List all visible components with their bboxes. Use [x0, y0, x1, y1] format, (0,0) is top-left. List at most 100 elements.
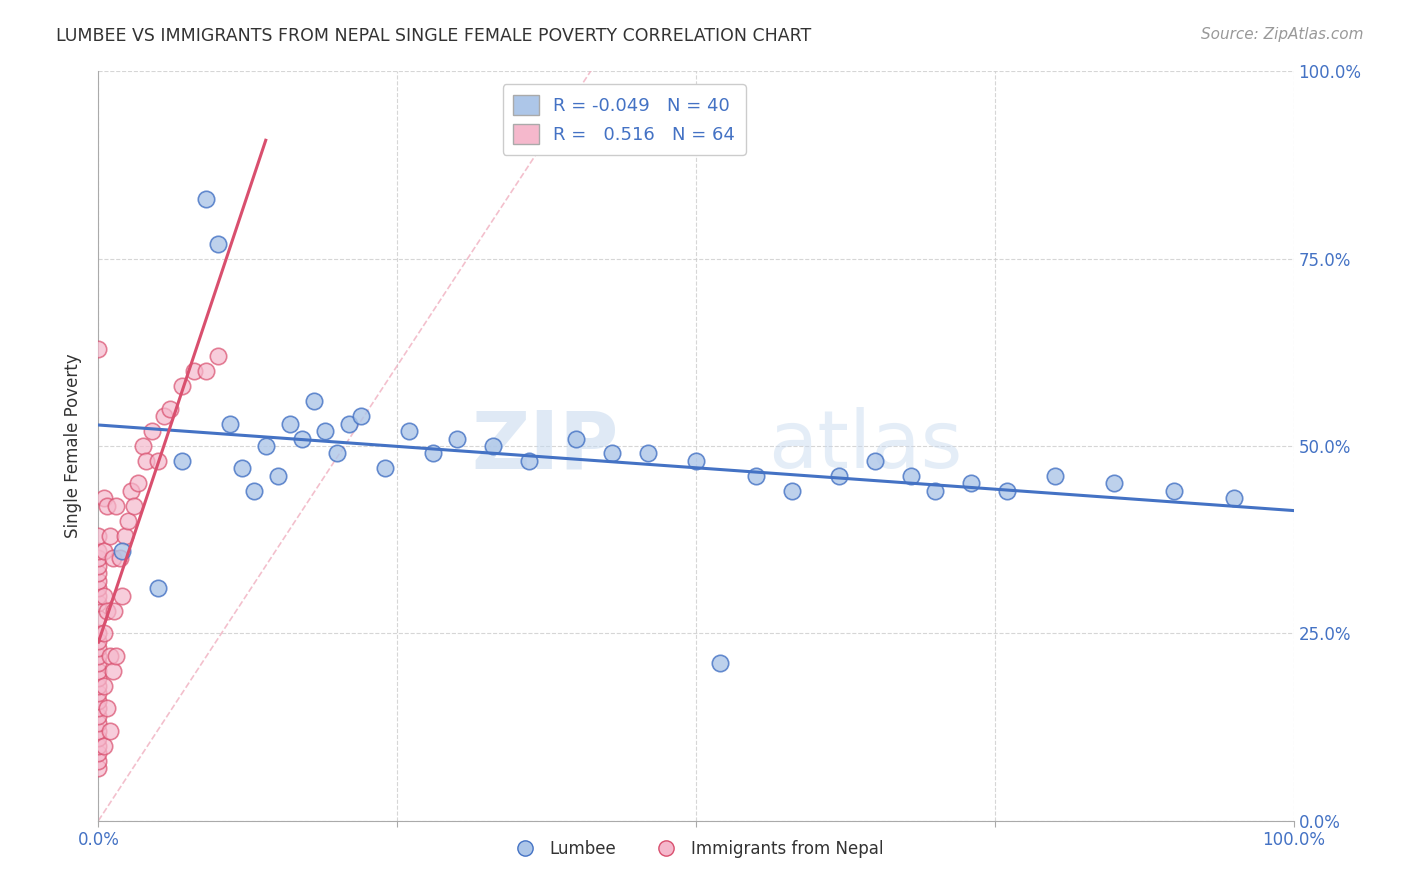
Point: [111, 544, 134, 558]
Point: [87, 716, 110, 731]
Point: [87, 596, 110, 610]
Point: [87, 679, 110, 693]
Point: [159, 401, 181, 416]
Point: [87, 544, 110, 558]
Point: [745, 469, 768, 483]
Point: [135, 454, 157, 468]
Point: [148, 454, 170, 468]
Point: [96, 604, 118, 618]
Point: [87, 701, 110, 715]
Point: [111, 589, 134, 603]
Point: [172, 379, 194, 393]
Point: [637, 446, 659, 460]
Point: [374, 461, 396, 475]
Point: [183, 364, 205, 378]
Point: [96, 701, 118, 715]
Point: [87, 671, 110, 685]
Point: [87, 708, 110, 723]
Point: [101, 664, 124, 678]
Point: [98, 648, 122, 663]
Point: [87, 686, 110, 700]
Point: [315, 424, 337, 438]
Text: ZIP: ZIP: [471, 407, 619, 485]
Text: atlas: atlas: [768, 407, 962, 485]
Point: [195, 364, 218, 378]
Point: [131, 439, 153, 453]
Point: [96, 499, 118, 513]
Point: [207, 349, 229, 363]
Point: [87, 574, 110, 588]
Point: [87, 641, 110, 656]
Point: [93, 739, 115, 753]
Point: [219, 417, 242, 431]
Point: [87, 529, 110, 543]
Point: [87, 664, 110, 678]
Point: [481, 439, 505, 453]
Point: [172, 454, 194, 468]
Point: [446, 432, 468, 446]
Text: LUMBEE VS IMMIGRANTS FROM NEPAL SINGLE FEMALE POVERTY CORRELATION CHART: LUMBEE VS IMMIGRANTS FROM NEPAL SINGLE F…: [56, 27, 811, 45]
Point: [207, 236, 229, 251]
Point: [602, 446, 624, 460]
Point: [900, 469, 922, 483]
Point: [117, 514, 139, 528]
Point: [924, 483, 946, 498]
Point: [960, 476, 983, 491]
Point: [127, 476, 149, 491]
Point: [1223, 491, 1246, 506]
Point: [87, 342, 110, 356]
Point: [339, 417, 361, 431]
Point: [291, 432, 314, 446]
Point: [350, 409, 373, 423]
Point: [87, 611, 110, 625]
Point: [93, 544, 115, 558]
Point: [87, 731, 110, 746]
Point: [87, 739, 110, 753]
Point: [87, 761, 110, 775]
Point: [93, 589, 115, 603]
Point: [780, 483, 803, 498]
Point: [87, 626, 110, 640]
Point: [243, 483, 266, 498]
Point: [1163, 483, 1185, 498]
Point: [87, 589, 110, 603]
Point: [120, 483, 142, 498]
Point: [108, 551, 131, 566]
Point: [326, 446, 349, 460]
Text: Source: ZipAtlas.com: Source: ZipAtlas.com: [1201, 27, 1364, 42]
Point: [148, 582, 170, 596]
Point: [87, 746, 110, 760]
Point: [87, 633, 110, 648]
Point: [1104, 476, 1126, 491]
Point: [101, 551, 124, 566]
Point: [398, 424, 420, 438]
Point: [195, 192, 218, 206]
Point: [87, 648, 110, 663]
Point: [87, 754, 110, 768]
Point: [865, 454, 887, 468]
Point: [422, 446, 444, 460]
Point: [124, 499, 146, 513]
Point: [87, 694, 110, 708]
Point: [87, 558, 110, 573]
Point: [93, 626, 115, 640]
Point: [98, 529, 122, 543]
Point: [103, 604, 125, 618]
Point: [87, 582, 110, 596]
Point: [87, 551, 110, 566]
Point: [114, 529, 136, 543]
Point: [1043, 469, 1066, 483]
Point: [87, 566, 110, 581]
Point: [98, 723, 122, 738]
Point: [278, 417, 301, 431]
Point: [87, 657, 110, 671]
Point: [93, 679, 115, 693]
Y-axis label: Single Female Poverty: Single Female Poverty: [65, 354, 83, 538]
Point: [105, 499, 128, 513]
Point: [93, 491, 115, 506]
Point: [565, 432, 588, 446]
Point: [302, 394, 325, 409]
Point: [153, 409, 176, 423]
Point: [517, 454, 540, 468]
Point: [254, 439, 277, 453]
